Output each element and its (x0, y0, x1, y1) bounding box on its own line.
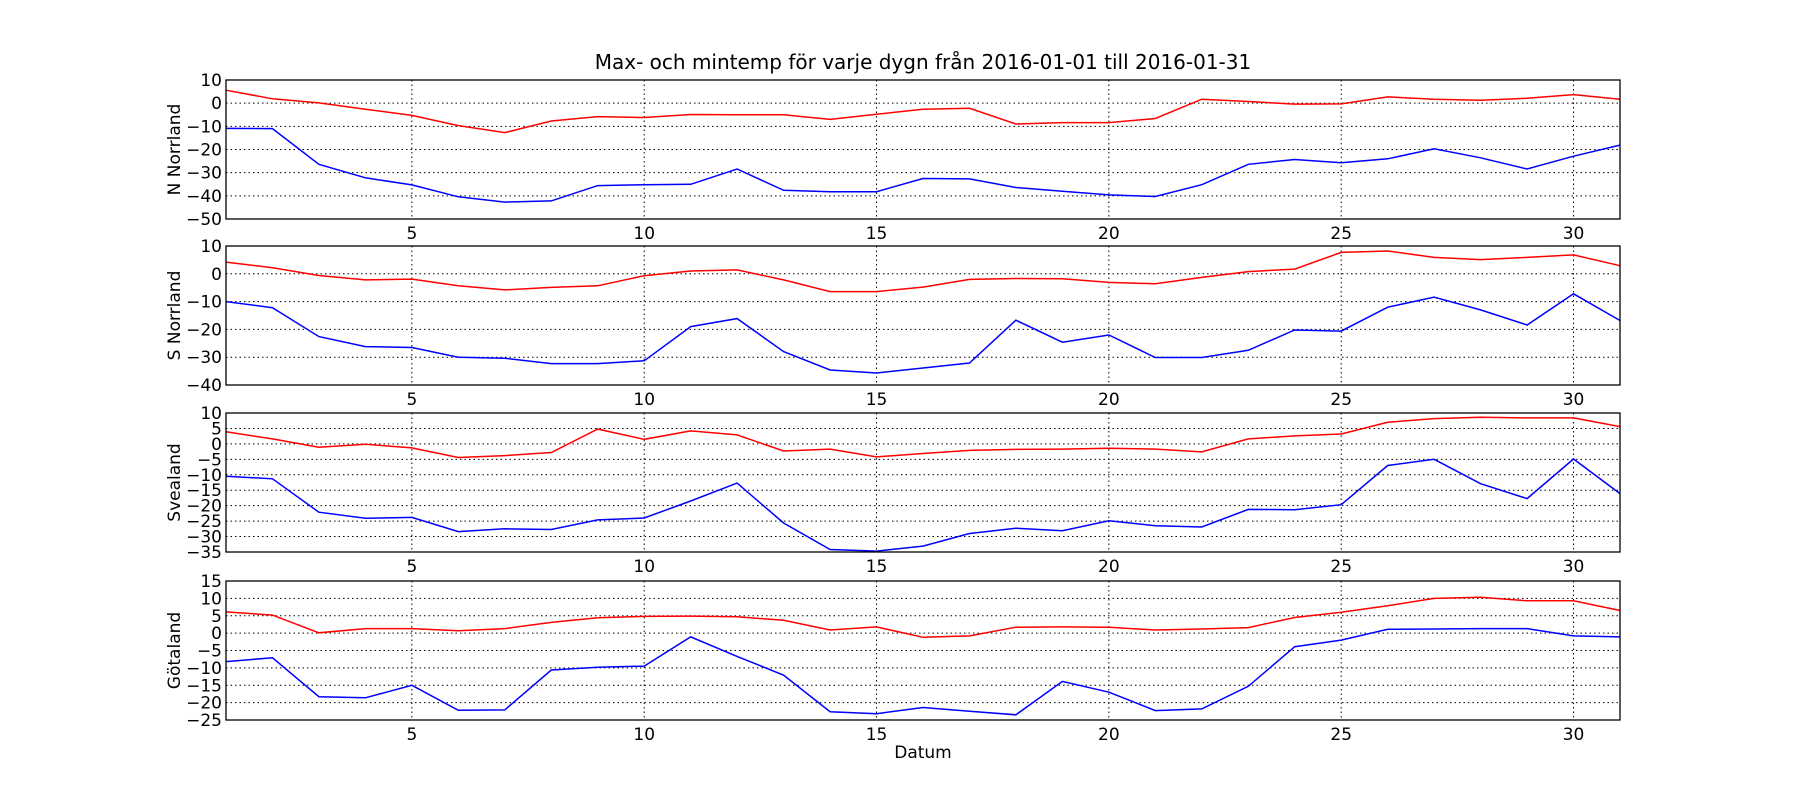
y-tick-label: −30 (186, 528, 222, 548)
y-tick-label: −40 (186, 187, 222, 207)
max-temp-line (225, 89, 1621, 134)
x-tick-label: 10 (633, 390, 655, 410)
y-tick-label: 0 (211, 435, 222, 455)
y-tick-label: 0 (211, 94, 222, 114)
x-tick-label: 20 (1098, 224, 1120, 244)
x-tick-label: 5 (406, 390, 417, 410)
y-tick-label: 15 (200, 572, 222, 592)
axes-frame (225, 79, 1621, 220)
x-tick-label: 25 (1330, 224, 1352, 244)
x-tick-label: 25 (1330, 725, 1352, 745)
subplot-n-norrland: 5 10 15 20 25 30 −50 −40 −30 −20 −10 0 10 N Norrland (165, 71, 1621, 244)
y-tick-label: −5 (197, 642, 222, 662)
y-tick-label: −20 (186, 694, 222, 714)
x-tick-label: 15 (866, 557, 888, 577)
x-tick-label: 10 (633, 224, 655, 244)
min-temp-line (225, 127, 1621, 203)
y-tick-label: −35 (186, 543, 222, 563)
min-temp-line (225, 627, 1621, 716)
x-tick-label: 15 (866, 725, 888, 745)
y-tick-label: −20 (186, 497, 222, 517)
y-tick-label: −50 (186, 210, 222, 230)
max-temp-line (225, 250, 1621, 293)
min-temp-line (225, 292, 1621, 374)
x-tick-label: 5 (406, 557, 417, 577)
y-tick-label: −10 (186, 117, 222, 137)
x-tick-label: 5 (406, 224, 417, 244)
x-tick-label: 25 (1330, 557, 1352, 577)
y-tick-label: −10 (186, 659, 222, 679)
y-axis-label: S Norrland (165, 271, 185, 361)
x-tick-label: 5 (406, 725, 417, 745)
chart-title: Max- och mintemp för varje dygn från 201… (595, 50, 1251, 74)
x-tick-label: 30 (1563, 557, 1585, 577)
y-tick-label: −15 (186, 676, 222, 696)
y-tick-label: −25 (186, 512, 222, 532)
y-tick-label: 0 (211, 265, 222, 285)
y-tick-label: 10 (200, 71, 222, 91)
subplot-svealand: 5 10 15 20 25 30−35−30−25−20−15−10−50510Sveal… (165, 404, 1621, 577)
y-tick-label: 10 (200, 237, 222, 257)
y-tick-label: 0 (211, 624, 222, 644)
x-tick-label: 20 (1098, 557, 1120, 577)
max-temp-line (225, 416, 1621, 459)
y-tick-label: −25 (186, 711, 222, 731)
y-tick-label: −15 (186, 481, 222, 501)
x-tick-label: 15 (866, 390, 888, 410)
min-temp-line (225, 458, 1621, 552)
axes-frame (225, 580, 1621, 721)
y-tick-label: −5 (197, 450, 222, 470)
y-tick-label: 5 (211, 607, 222, 627)
y-axis-label: Götaland (165, 612, 185, 689)
x-tick-label: 25 (1330, 390, 1352, 410)
x-tick-label: 30 (1563, 224, 1585, 244)
x-tick-label: 30 (1563, 725, 1585, 745)
x-axis-label: Datum (894, 743, 952, 763)
y-tick-label: −40 (186, 376, 222, 396)
y-axis-label: Svealand (165, 443, 185, 521)
y-tick-label: −10 (186, 293, 222, 313)
y-tick-label: −20 (186, 320, 222, 340)
x-tick-label: 10 (633, 725, 655, 745)
y-tick-label: −30 (186, 164, 222, 184)
y-tick-label: −30 (186, 348, 222, 368)
y-tick-label: 10 (200, 404, 222, 424)
x-tick-label: 30 (1563, 390, 1585, 410)
x-tick-label: 15 (866, 224, 888, 244)
y-axis-label: N Norrland (165, 104, 185, 196)
max-temp-line (225, 596, 1621, 639)
y-tick-label: −20 (186, 141, 222, 161)
y-tick-label: 5 (211, 419, 222, 439)
axes-frame (225, 412, 1621, 553)
subplot-s-norrland: 5 10 15 20 25 30 −40 −30 −20 −10 0 10 S Norrland (165, 237, 1621, 410)
x-tick-label: 10 (633, 557, 655, 577)
axes-frame (225, 245, 1621, 386)
x-tick-label: 20 (1098, 725, 1120, 745)
y-tick-label: −10 (186, 466, 222, 486)
y-tick-label: 10 (200, 589, 222, 609)
x-tick-label: 20 (1098, 390, 1120, 410)
